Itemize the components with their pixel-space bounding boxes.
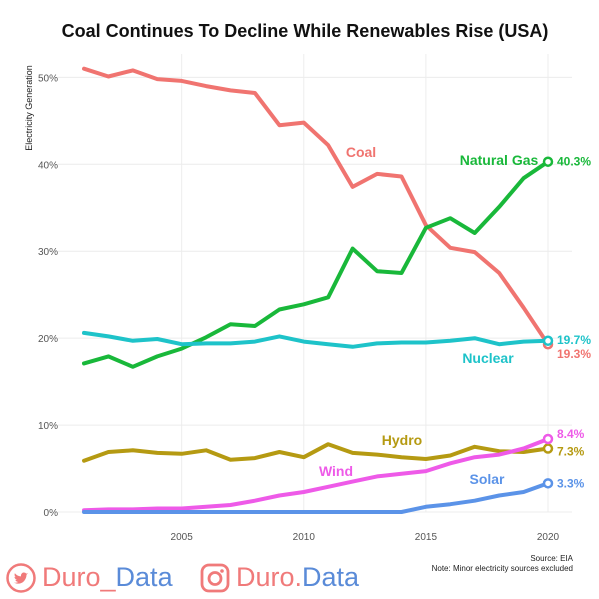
solar-value-label: 3.3% [557,476,585,490]
wind-line [82,437,550,513]
series-lines [82,66,554,514]
y-tick-label: 20% [38,334,58,345]
nuclear-line [82,330,550,349]
twitter-handle-a: Duro_ [42,562,116,592]
coal-line [82,66,550,347]
instagram-icon [200,563,230,593]
y-tick-label: 10% [38,421,58,432]
y-tick-label: 40% [38,160,58,171]
instagram-handle-b: Data [302,562,360,592]
wind-end-marker [542,433,554,445]
x-tick-label: 2020 [537,532,560,543]
x-tick-label: 2010 [293,532,316,543]
natural-gas-end-marker [542,156,554,167]
hydro-name-label: Hydro [382,432,422,448]
twitter-handle-b: Data [115,562,173,592]
hydro-line [82,442,550,463]
twitter-handle[interactable]: Duro_ Data [6,562,173,593]
natural-gas-line [82,159,550,369]
y-tick-label: 0% [44,508,59,519]
x-axis: 2005 2010 2015 2020 [171,532,560,543]
source-note: Source: EIA [530,554,573,563]
y-axis-label: Electricity Generation [24,65,34,151]
nuclear-end-marker [542,335,554,347]
y-axis: 0% 10% 20% 30% 40% 50% [38,73,58,519]
instagram-handle-a: Duro. [236,562,303,592]
y-tick-label: 50% [38,73,58,84]
solar-end-marker [542,478,554,489]
hydro-value-label: 7.3% [557,445,585,459]
solar-line [82,481,550,514]
coal-name-label: Coal [346,144,376,160]
nuclear-value-label: 19.7% [557,333,591,347]
natural-gas-name-label: Natural Gas [460,152,539,168]
footer: Duro_ Data Duro. Data [0,556,599,599]
minor-sources-note: Note: Minor electricity sources excluded [432,564,573,573]
wind-value-label: 8.4% [557,427,585,441]
hydro-end-marker [542,443,554,454]
x-tick-label: 2005 [171,532,194,543]
coal-value-label: 19.3% [557,347,591,361]
instagram-handle[interactable]: Duro. Data [200,562,359,593]
y-tick-label: 30% [38,247,58,258]
grid [58,54,572,513]
nuclear-name-label: Nuclear [462,350,514,366]
twitter-icon [6,562,36,593]
natural-gas-value-label: 40.3% [557,155,591,169]
wind-name-label: Wind [319,463,353,479]
chart-title: Coal Continues To Decline While Renewabl… [62,21,549,41]
x-tick-label: 2015 [415,532,438,543]
solar-name-label: Solar [469,471,505,487]
series-labels: Coal 19.3% Natural Gas 40.3% Nuclear 19.7% Hyd… [319,144,591,490]
